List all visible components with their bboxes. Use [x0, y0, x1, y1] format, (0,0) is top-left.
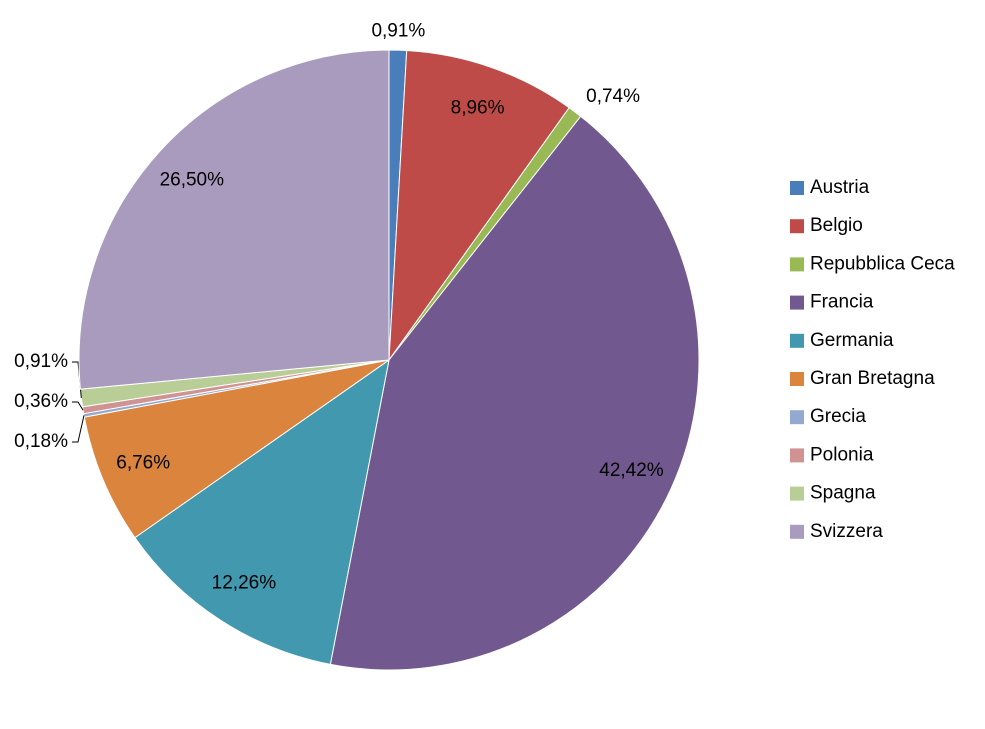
pie-slice	[83, 359, 390, 539]
legend-swatch	[790, 448, 804, 463]
legend-label: Polonia	[810, 444, 874, 465]
legend-label: Belgio	[810, 215, 863, 236]
legend-label: Austria	[810, 177, 870, 198]
legend-swatch	[790, 524, 804, 539]
pie-slice	[329, 115, 700, 671]
leader-line	[72, 401, 84, 411]
data-label: 0,91%	[14, 351, 68, 372]
legend-swatch	[790, 219, 804, 234]
legend-swatch	[790, 181, 804, 195]
data-label: 8,96%	[451, 98, 505, 119]
legend-label: Spagna	[810, 483, 876, 504]
legend-swatch	[790, 486, 804, 501]
leader-line	[72, 415, 85, 443]
data-label: 0,74%	[586, 86, 640, 107]
legend-swatch	[790, 295, 804, 310]
legend-label: Grecia	[810, 406, 866, 427]
data-label: 0,36%	[14, 391, 68, 412]
pie-slice	[388, 49, 570, 362]
legend-swatch	[790, 372, 804, 386]
data-label: 0,91%	[371, 21, 425, 42]
legend-label: Gran Bretagna	[810, 368, 935, 389]
legend-label: Svizzera	[810, 521, 883, 542]
data-label: 42,42%	[599, 460, 664, 481]
legend-swatch	[790, 410, 804, 425]
data-label: 0,18%	[14, 431, 68, 452]
legend-swatch	[790, 333, 804, 348]
pie-slice	[78, 49, 390, 390]
legend-label: Germania	[810, 330, 894, 351]
data-label: 26,50%	[160, 170, 225, 191]
data-label: 6,76%	[116, 452, 170, 473]
legend-label: Francia	[810, 292, 874, 313]
pie-slice	[134, 358, 390, 665]
legend-swatch	[790, 257, 804, 272]
legend-label: Repubblica Ceca	[810, 253, 955, 274]
data-label: 12,26%	[212, 573, 277, 594]
